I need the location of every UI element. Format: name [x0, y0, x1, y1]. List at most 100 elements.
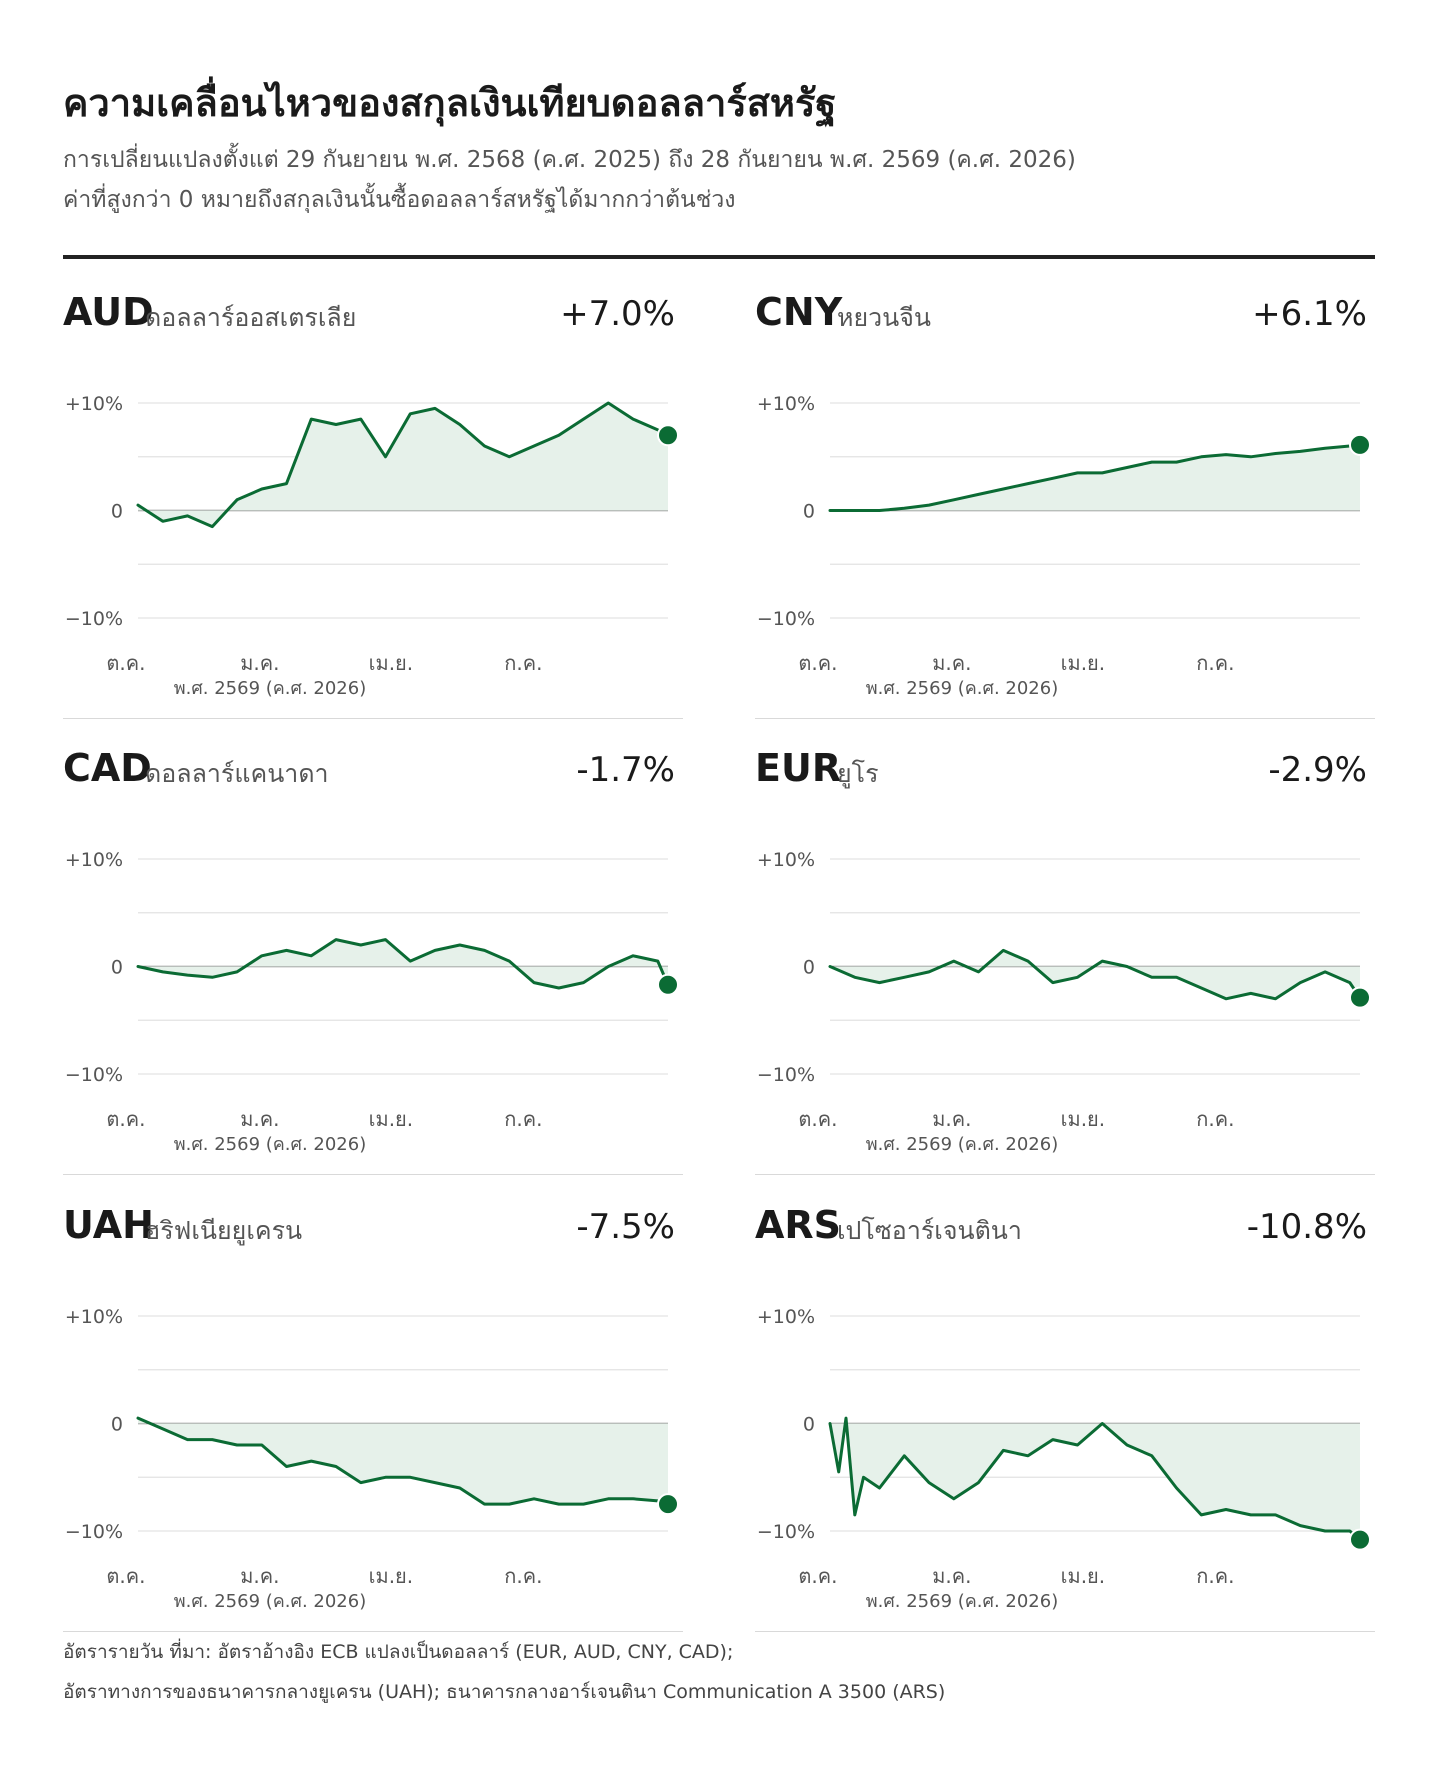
y-tick-label: 0 [111, 1414, 123, 1436]
x-tick-label: ก.ค. [504, 1107, 542, 1131]
end-point-marker [1349, 433, 1371, 456]
change-percent: -10.8% [1247, 1207, 1367, 1247]
end-point-marker [657, 424, 679, 447]
x-tick-label: ม.ค. [932, 1564, 971, 1588]
page-title: ความเคลื่อนไหวของสกุลเงินเทียบดอลลาร์สหร… [63, 81, 837, 125]
y-tick-label: 0 [803, 501, 815, 523]
y-tick-label: −10% [757, 1521, 815, 1543]
x-year-label: พ.ศ. 2569 (ค.ศ. 2026) [174, 1591, 366, 1612]
y-tick-label: 0 [111, 957, 123, 979]
x-tick-label: เม.ย. [1061, 1564, 1105, 1588]
currency-name: ฮริฟเนียยูเครน [145, 1216, 302, 1246]
y-tick-label: −10% [65, 1521, 123, 1543]
series-line [828, 1416, 1362, 1542]
y-tick-label: +10% [65, 393, 123, 415]
header-divider [63, 255, 1375, 259]
change-percent: +6.1% [1252, 294, 1367, 334]
y-tick-label: +10% [757, 849, 815, 871]
x-tick-label: ต.ค. [798, 1564, 837, 1588]
currency-code: CNY [755, 290, 843, 334]
series-area [138, 1418, 668, 1505]
x-tick-label: เม.ย. [369, 651, 413, 675]
currency-code: EUR [755, 746, 841, 790]
x-tick-label: ม.ค. [240, 1107, 279, 1131]
y-tick-label: −10% [65, 1064, 123, 1086]
panel-ars: ARS เปโซอาร์เจนตินา -10.8% +10% 0 −10% ต.ค. ม.ค… [755, 1191, 1375, 1632]
currency-name: เปโซอาร์เจนตินา [837, 1216, 1022, 1245]
x-tick-label: เม.ย. [1061, 1107, 1105, 1131]
x-tick-label: ม.ค. [240, 1564, 279, 1588]
y-tick-label: 0 [803, 957, 815, 979]
currency-name: หยวนจีน [837, 303, 931, 332]
series-line [828, 948, 1362, 1001]
x-year-label: พ.ศ. 2569 (ค.ศ. 2026) [174, 678, 366, 699]
y-tick-label: −10% [757, 1064, 815, 1086]
y-tick-label: 0 [803, 1414, 815, 1436]
x-tick-label: ม.ค. [932, 651, 971, 675]
series-line [828, 443, 1362, 512]
y-tick-label: −10% [757, 608, 815, 630]
y-tick-label: +10% [65, 849, 123, 871]
x-year-label: พ.ศ. 2569 (ค.ศ. 2026) [866, 1134, 1058, 1155]
currency-code: CAD [63, 746, 152, 790]
y-tick-label: +10% [65, 1306, 123, 1328]
x-tick-label: ม.ค. [240, 651, 279, 675]
y-tick-label: +10% [757, 393, 815, 415]
subtitle-explanation: ค่าที่สูงกว่า 0 หมายถึงสกุลเงินนั้นซื้อด… [63, 187, 736, 213]
series-line [136, 401, 670, 529]
x-tick-label: ก.ค. [1196, 1107, 1234, 1131]
x-tick-label: เม.ย. [369, 1107, 413, 1131]
series-line [136, 938, 670, 990]
x-tick-label: ก.ค. [1196, 651, 1234, 675]
x-year-label: พ.ศ. 2569 (ค.ศ. 2026) [174, 1134, 366, 1155]
series-area [830, 444, 1360, 511]
y-tick-label: +10% [757, 1306, 815, 1328]
panel-cny: CNY หยวนจีน +6.1% +10% 0 −10% ต.ค. ม.ค. เม.ย. ก.ค… [755, 278, 1375, 719]
panel-uah: UAH ฮริฟเนียยูเครน -7.5% +10% 0 −10% ต.ค. ม.ค. เ… [63, 1191, 683, 1632]
change-percent: -2.9% [1268, 750, 1367, 790]
x-tick-label: ต.ค. [798, 651, 837, 675]
footnote-source-1: อัตรารายวัน ที่มา: อัตราอ้างอิง ECB แปลง… [63, 1641, 734, 1663]
end-point-marker [1349, 1528, 1371, 1551]
change-percent: -1.7% [576, 750, 675, 790]
x-tick-label: ก.ค. [504, 651, 542, 675]
y-tick-label: −10% [65, 608, 123, 630]
currency-code: AUD [63, 290, 154, 334]
x-year-label: พ.ศ. 2569 (ค.ศ. 2026) [866, 678, 1058, 699]
x-tick-label: ก.ค. [504, 1564, 542, 1588]
currency-code: UAH [63, 1203, 154, 1247]
y-tick-label: 0 [111, 501, 123, 523]
panel-eur: EUR ยูโร -2.9% +10% 0 −10% ต.ค. ม.ค. เม.ย. ก.ค. พ.… [755, 734, 1375, 1175]
change-percent: +7.0% [560, 294, 675, 334]
end-point-marker [1349, 986, 1371, 1009]
currency-name: ยูโร [837, 759, 879, 789]
currency-name: ดอลลาร์ออสเตรเลีย [145, 303, 356, 332]
x-tick-label: ม.ค. [932, 1107, 971, 1131]
x-year-label: พ.ศ. 2569 (ค.ศ. 2026) [866, 1591, 1058, 1612]
series-area [138, 939, 668, 988]
change-percent: -7.5% [576, 1207, 675, 1247]
footnote-source-2: อัตราทางการของธนาคารกลางยูเครน (UAH); ธน… [63, 1681, 946, 1703]
subtitle-date-range: การเปลี่ยนแปลงตั้งแต่ 29 กันยายน พ.ศ. 25… [63, 147, 1076, 173]
currency-code: ARS [755, 1203, 841, 1247]
series-area [830, 950, 1360, 999]
series-area [830, 1418, 1360, 1540]
end-point-marker [657, 1493, 679, 1516]
x-tick-label: ก.ค. [1196, 1564, 1234, 1588]
series-line [136, 1416, 670, 1506]
end-point-marker [657, 973, 679, 996]
panel-aud: AUD ดอลลาร์ออสเตรเลีย +7.0% +10% 0 −10% ต.ค. ม.… [63, 278, 683, 719]
currency-name: ดอลลาร์แคนาดา [145, 759, 329, 788]
x-tick-label: ต.ค. [798, 1107, 837, 1131]
x-tick-label: เม.ย. [1061, 651, 1105, 675]
x-tick-label: ต.ค. [106, 651, 145, 675]
panel-cad: CAD ดอลลาร์แคนาดา -1.7% +10% 0 −10% ต.ค. ม.ค. เม… [63, 734, 683, 1175]
x-tick-label: เม.ย. [369, 1564, 413, 1588]
x-tick-label: ต.ค. [106, 1107, 145, 1131]
